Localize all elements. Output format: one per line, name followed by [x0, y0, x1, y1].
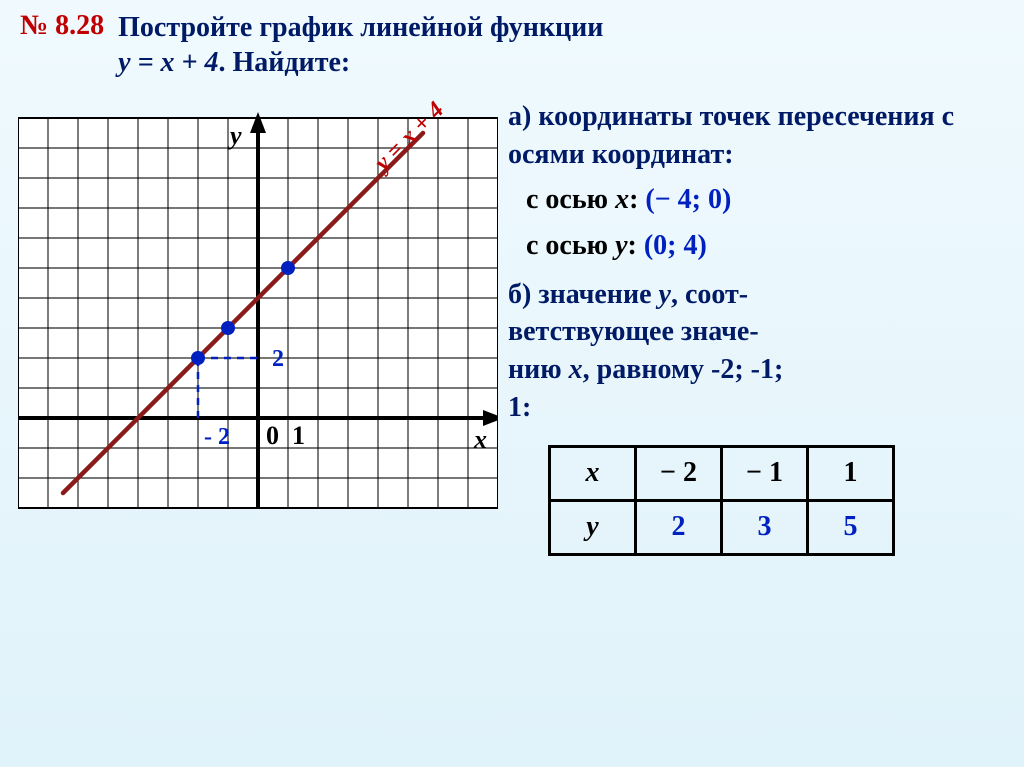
table-row: y 2 3 5: [550, 500, 894, 554]
svg-text:0: 0: [266, 421, 279, 450]
table-cell: 3: [722, 500, 808, 554]
y-axis-intersection: с осью y: (0; 4): [508, 230, 1004, 262]
part-b-text: б) значение y, соот-ветствующее значе-ни…: [508, 276, 1004, 427]
svg-text:x: x: [473, 425, 487, 454]
table-header-y: y: [550, 500, 636, 554]
problem-title: Постройте график линейной функции y = x …: [118, 10, 603, 80]
table-cell: 1: [808, 446, 894, 500]
table-row: x − 2 − 1 1: [550, 446, 894, 500]
linear-function-graph: yx01- 22y = x + 4: [18, 98, 498, 658]
svg-text:- 2: - 2: [204, 424, 230, 450]
part-a-heading: а) координаты точек пересечения с осями …: [508, 98, 1004, 174]
problem-number: № 8.28: [20, 10, 104, 42]
x-axis-intersection: с осью x: (− 4; 0): [508, 184, 1004, 216]
values-table: x − 2 − 1 1 y 2 3 5: [548, 445, 895, 556]
svg-text:1: 1: [292, 421, 305, 450]
table-cell: − 2: [636, 446, 722, 500]
svg-text:2: 2: [272, 346, 284, 372]
table-cell: 5: [808, 500, 894, 554]
table-cell: − 1: [722, 446, 808, 500]
table-cell: 2: [636, 500, 722, 554]
table-header-x: x: [550, 446, 636, 500]
svg-text:y: y: [227, 121, 242, 150]
